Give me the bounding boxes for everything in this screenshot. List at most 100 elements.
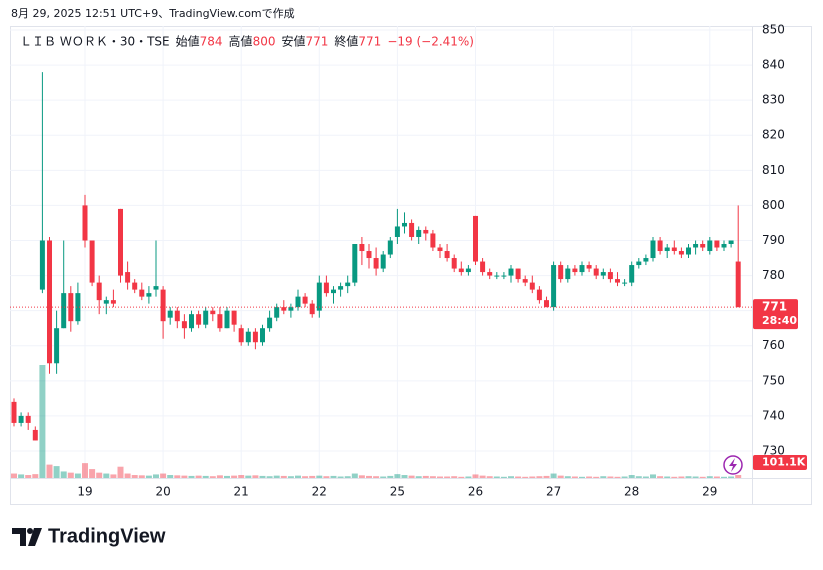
candle-body bbox=[444, 251, 450, 259]
volume-bar bbox=[74, 473, 81, 478]
volume-bar bbox=[25, 475, 32, 478]
candle-body bbox=[615, 279, 620, 283]
x-tick-label: 26 bbox=[468, 485, 483, 499]
candle-body bbox=[331, 289, 336, 294]
candle-body bbox=[380, 254, 386, 269]
candle-body bbox=[707, 240, 713, 252]
volume-bar bbox=[479, 475, 486, 478]
candle-body bbox=[416, 229, 422, 237]
lightning-icon[interactable] bbox=[723, 455, 743, 475]
volume-bar bbox=[216, 475, 223, 478]
volume-bar bbox=[138, 475, 145, 478]
volume-label: 101.1K bbox=[762, 455, 806, 468]
volume-bar bbox=[465, 476, 472, 478]
candle-body bbox=[515, 268, 521, 280]
candle-body bbox=[387, 240, 393, 255]
candle-body bbox=[54, 328, 60, 364]
y-tick-label: 750 bbox=[762, 373, 785, 387]
volume-bar bbox=[238, 475, 245, 478]
legend-value: 800 bbox=[253, 35, 276, 49]
x-tick-label: 19 bbox=[77, 485, 92, 499]
candle-body bbox=[139, 289, 145, 297]
x-tick-label: 27 bbox=[546, 485, 561, 499]
y-tick-label: 800 bbox=[762, 198, 785, 212]
volume-bar bbox=[422, 475, 429, 478]
candle-body bbox=[657, 240, 663, 252]
candle-body bbox=[11, 401, 17, 423]
volume-bar bbox=[550, 473, 557, 478]
candle-body bbox=[536, 289, 542, 301]
x-tick-label: 28 bbox=[624, 485, 639, 499]
candle-body bbox=[700, 244, 706, 248]
candle-body bbox=[309, 303, 315, 315]
candle-body bbox=[61, 293, 67, 329]
candle-body bbox=[352, 244, 358, 283]
volume-bar bbox=[515, 476, 522, 478]
volume-bar bbox=[678, 476, 685, 478]
candle-body bbox=[25, 415, 31, 423]
legend-change: −19 (−2.41%) bbox=[387, 35, 474, 49]
candle-body bbox=[32, 429, 38, 441]
candle-body bbox=[288, 307, 294, 311]
candle-body bbox=[75, 293, 81, 322]
volume-bar bbox=[309, 475, 316, 478]
candle-body bbox=[544, 300, 549, 308]
candle-body bbox=[487, 272, 493, 276]
volume-bar bbox=[117, 466, 124, 478]
candle-body bbox=[132, 282, 138, 290]
legend-symbol: ＬＩＢ ＷＯＲＫ・30・TSE bbox=[20, 35, 170, 49]
legend-value: 784 bbox=[200, 35, 223, 49]
axes: 7307407507607707807908008108208308408501… bbox=[10, 23, 807, 499]
candle-body bbox=[345, 282, 351, 287]
volume-bar bbox=[650, 474, 656, 478]
candle-body bbox=[480, 261, 486, 273]
candle-body bbox=[359, 244, 365, 252]
volume-bar bbox=[721, 476, 727, 478]
candle-body bbox=[423, 229, 429, 234]
volume-bar bbox=[579, 476, 585, 478]
legend: ＬＩＢ ＷＯＲＫ・30・TSE 始値 784 高値 800 安値 771 終値 771 −19 (… bbox=[20, 34, 474, 49]
candle-body bbox=[302, 296, 308, 304]
candle-body bbox=[96, 282, 102, 301]
volume-bar bbox=[181, 475, 188, 478]
candle-body bbox=[373, 258, 379, 269]
candle-body bbox=[231, 310, 237, 325]
candle-body bbox=[629, 265, 635, 283]
volume-bar bbox=[529, 476, 536, 478]
candle-body bbox=[18, 415, 24, 423]
volume-bar bbox=[351, 473, 358, 478]
volume-bar bbox=[699, 476, 706, 478]
volume-bar bbox=[124, 473, 131, 478]
x-tick-label: 22 bbox=[312, 485, 327, 499]
x-tick-label: 29 bbox=[702, 485, 717, 499]
volume-bar bbox=[735, 474, 742, 478]
volume-bar bbox=[387, 475, 394, 478]
candle-body bbox=[607, 272, 613, 280]
volume-bar bbox=[273, 475, 280, 478]
candle-body bbox=[650, 240, 656, 259]
volume-bar bbox=[486, 476, 493, 478]
y-tick-label: 760 bbox=[762, 338, 785, 352]
candle-body bbox=[196, 314, 202, 325]
candle-body bbox=[153, 286, 159, 290]
candle-body bbox=[714, 240, 720, 248]
y-tick-label: 850 bbox=[762, 23, 785, 37]
candle-body bbox=[522, 279, 528, 283]
volume-bar bbox=[543, 475, 550, 478]
candle-body bbox=[82, 205, 88, 241]
brand-logo[interactable]: TradingView bbox=[12, 525, 166, 547]
volume-bar bbox=[89, 469, 96, 478]
candle-body bbox=[664, 247, 670, 252]
volume-bar bbox=[564, 476, 571, 478]
volume-bar bbox=[82, 463, 88, 478]
volume-bar bbox=[408, 475, 415, 478]
volume-bar bbox=[536, 476, 543, 478]
volume-bar bbox=[18, 474, 25, 478]
volume-bar bbox=[628, 475, 635, 478]
candle-body bbox=[181, 321, 187, 329]
volume-bar bbox=[671, 476, 678, 478]
volume-bar bbox=[46, 464, 53, 478]
volume-bar bbox=[145, 475, 152, 478]
volume-bar bbox=[330, 475, 337, 478]
